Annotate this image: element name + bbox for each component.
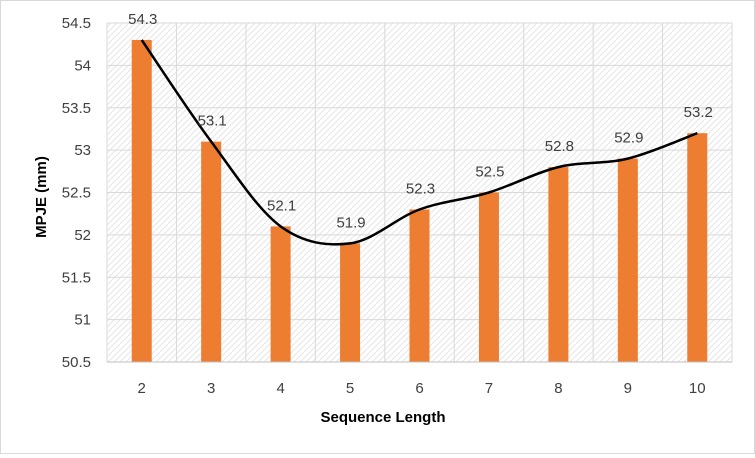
data-label: 52.1 xyxy=(267,197,296,214)
y-tick-label: 54.5 xyxy=(62,15,91,32)
y-tick-label: 51 xyxy=(74,312,91,329)
bar xyxy=(270,226,291,362)
x-tick-label: 4 xyxy=(276,380,284,397)
data-label: 52.3 xyxy=(406,180,435,197)
x-tick-label: 6 xyxy=(415,380,423,397)
y-tick-label: 54 xyxy=(74,57,91,74)
y-tick-label: 53.5 xyxy=(62,100,91,117)
data-label: 53.1 xyxy=(198,113,227,130)
y-tick-label: 53 xyxy=(74,142,91,159)
data-label: 51.9 xyxy=(336,214,365,231)
bar xyxy=(131,39,152,362)
data-label: 52.9 xyxy=(614,130,643,147)
x-tick-label: 2 xyxy=(138,380,146,397)
y-tick-label: 52.5 xyxy=(62,185,91,202)
data-label: 52.8 xyxy=(545,138,574,155)
y-tick-label: 51.5 xyxy=(62,269,91,286)
x-tick-label: 5 xyxy=(346,380,354,397)
x-tick-label: 7 xyxy=(485,380,493,397)
x-tick-label: 8 xyxy=(554,380,562,397)
x-tick-label: 3 xyxy=(207,380,215,397)
bar xyxy=(478,192,499,362)
bar xyxy=(617,158,638,362)
trend-line xyxy=(140,39,698,246)
x-tick-label: 10 xyxy=(689,380,706,397)
y-tick-label: 52 xyxy=(74,227,91,244)
bar xyxy=(687,133,708,362)
data-label: 52.5 xyxy=(475,164,504,181)
x-axis-title: Sequence Length xyxy=(320,409,445,426)
bar xyxy=(409,209,430,362)
x-tick-label: 9 xyxy=(624,380,632,397)
y-tick-label: 50.5 xyxy=(62,354,91,371)
bar xyxy=(340,243,361,362)
bar xyxy=(548,167,569,362)
bar xyxy=(201,141,222,362)
y-axis-title: MPJE (mm) xyxy=(33,156,50,238)
data-label: 54.3 xyxy=(128,11,157,28)
data-label: 53.2 xyxy=(684,104,713,121)
